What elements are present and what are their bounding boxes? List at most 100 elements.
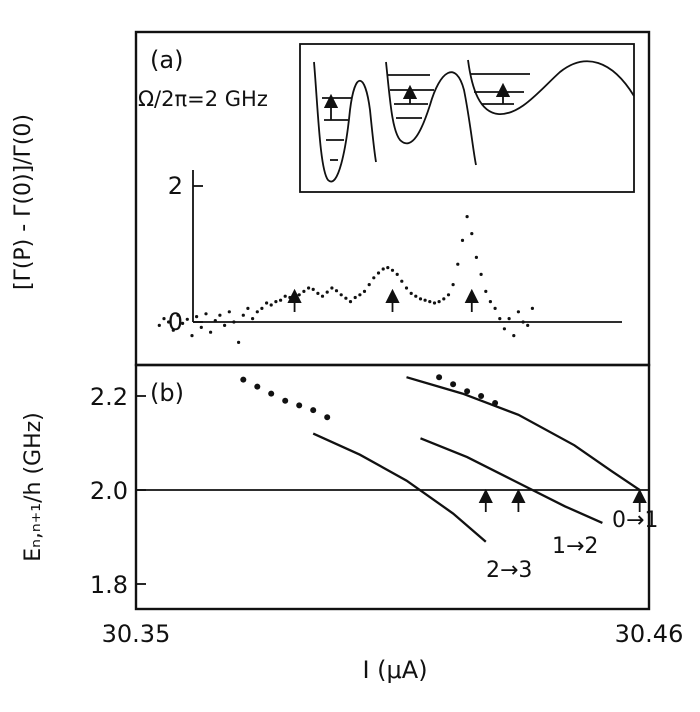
panel-b-curves [312,376,641,543]
data-point [204,312,208,316]
data-point [479,272,483,276]
data-point [320,294,325,298]
data-point [283,294,287,298]
dotted-point [240,376,247,383]
data-point [195,315,199,319]
data-point [251,317,255,321]
panel-a-y-ticks: 02 [168,172,203,336]
data-point [460,238,465,242]
dotted-point [492,400,499,406]
data-point [227,310,231,314]
data-point [176,313,180,317]
x-tick-label: 30.35 [102,620,171,648]
data-point [404,286,409,290]
panel-a-y-label: [Γ(P) - Γ(0)]/Γ(0) [11,114,36,290]
data-point [279,298,283,302]
data-point [395,272,399,276]
dotted-point [310,407,317,414]
y-tick-label: 2.2 [90,383,128,411]
data-point [311,287,315,291]
data-point [386,266,390,270]
data-point [213,319,217,323]
data-point [288,295,292,300]
data-point [330,286,334,290]
data-point [437,300,441,304]
data-point [232,320,236,324]
data-point [181,321,185,325]
data-point [418,297,423,301]
data-point [423,298,427,302]
panel-b-dotted-series [240,374,499,421]
x-tick-label: 30.46 [615,620,684,648]
series-label: 2→3 [486,558,532,583]
panel-b-arrows [478,488,647,512]
data-point [274,300,278,304]
data-point [171,328,175,332]
data-point [451,283,455,287]
data-point [209,330,213,334]
series-line-2→3 [312,432,487,543]
data-point [474,255,478,259]
data-point [167,320,171,324]
series-label: 0→1 [612,508,658,533]
data-point [260,306,264,310]
data-point [325,290,329,294]
panel-a-data-points [157,215,535,344]
dotted-point [296,402,303,409]
panel-b-frame [134,363,651,611]
data-point [502,327,506,331]
data-point [246,306,250,310]
data-point [334,289,339,293]
data-point [307,286,311,290]
data-point [348,300,353,304]
panel-b-y-label: Eₙ,ₙ₊₁/h (GHz) [21,412,46,562]
data-point [293,291,297,295]
data-point [465,215,469,219]
data-point [358,293,362,297]
panel-a-annotation: Ω/2π=2 GHz [138,87,268,111]
panel-a-label: (a) [150,46,183,74]
x-axis-label: I (μA) [362,656,427,684]
data-point [390,268,395,272]
data-point [470,232,474,236]
data-point [488,300,492,304]
dotted-point [450,381,457,388]
data-point [516,310,521,314]
panel-b-y-ticks: 1.8 2.0 2.2 [90,383,146,599]
data-point [185,317,189,321]
data-point [526,323,530,327]
data-point [381,267,385,271]
data-point [409,291,413,295]
data-point [265,301,269,305]
data-point [162,317,166,321]
dotted-point [324,414,331,421]
data-point [512,334,516,338]
panel-a-arrows [287,288,479,312]
data-point [493,306,497,310]
dotted-point [282,397,289,404]
data-point [432,301,437,305]
data-point [446,293,451,297]
data-point [530,306,535,310]
data-point [223,323,227,327]
dotted-point [478,393,485,399]
data-point [442,297,446,301]
data-point [456,262,460,266]
data-point [507,317,511,321]
data-point [362,289,367,293]
data-point [484,289,488,293]
data-point [498,317,502,321]
series-line-1→2 [420,437,603,524]
data-point [344,296,348,300]
series-labels: 0→1 1→2 2→3 [486,508,658,583]
data-point [269,303,273,307]
dotted-point [436,374,443,381]
dotted-point [464,388,471,395]
data-point [199,325,203,329]
data-point [157,323,161,327]
y-tick-label: 2.0 [90,477,128,505]
panel-b-label: (b) [150,379,184,407]
data-point [255,310,259,314]
data-point [367,283,371,287]
